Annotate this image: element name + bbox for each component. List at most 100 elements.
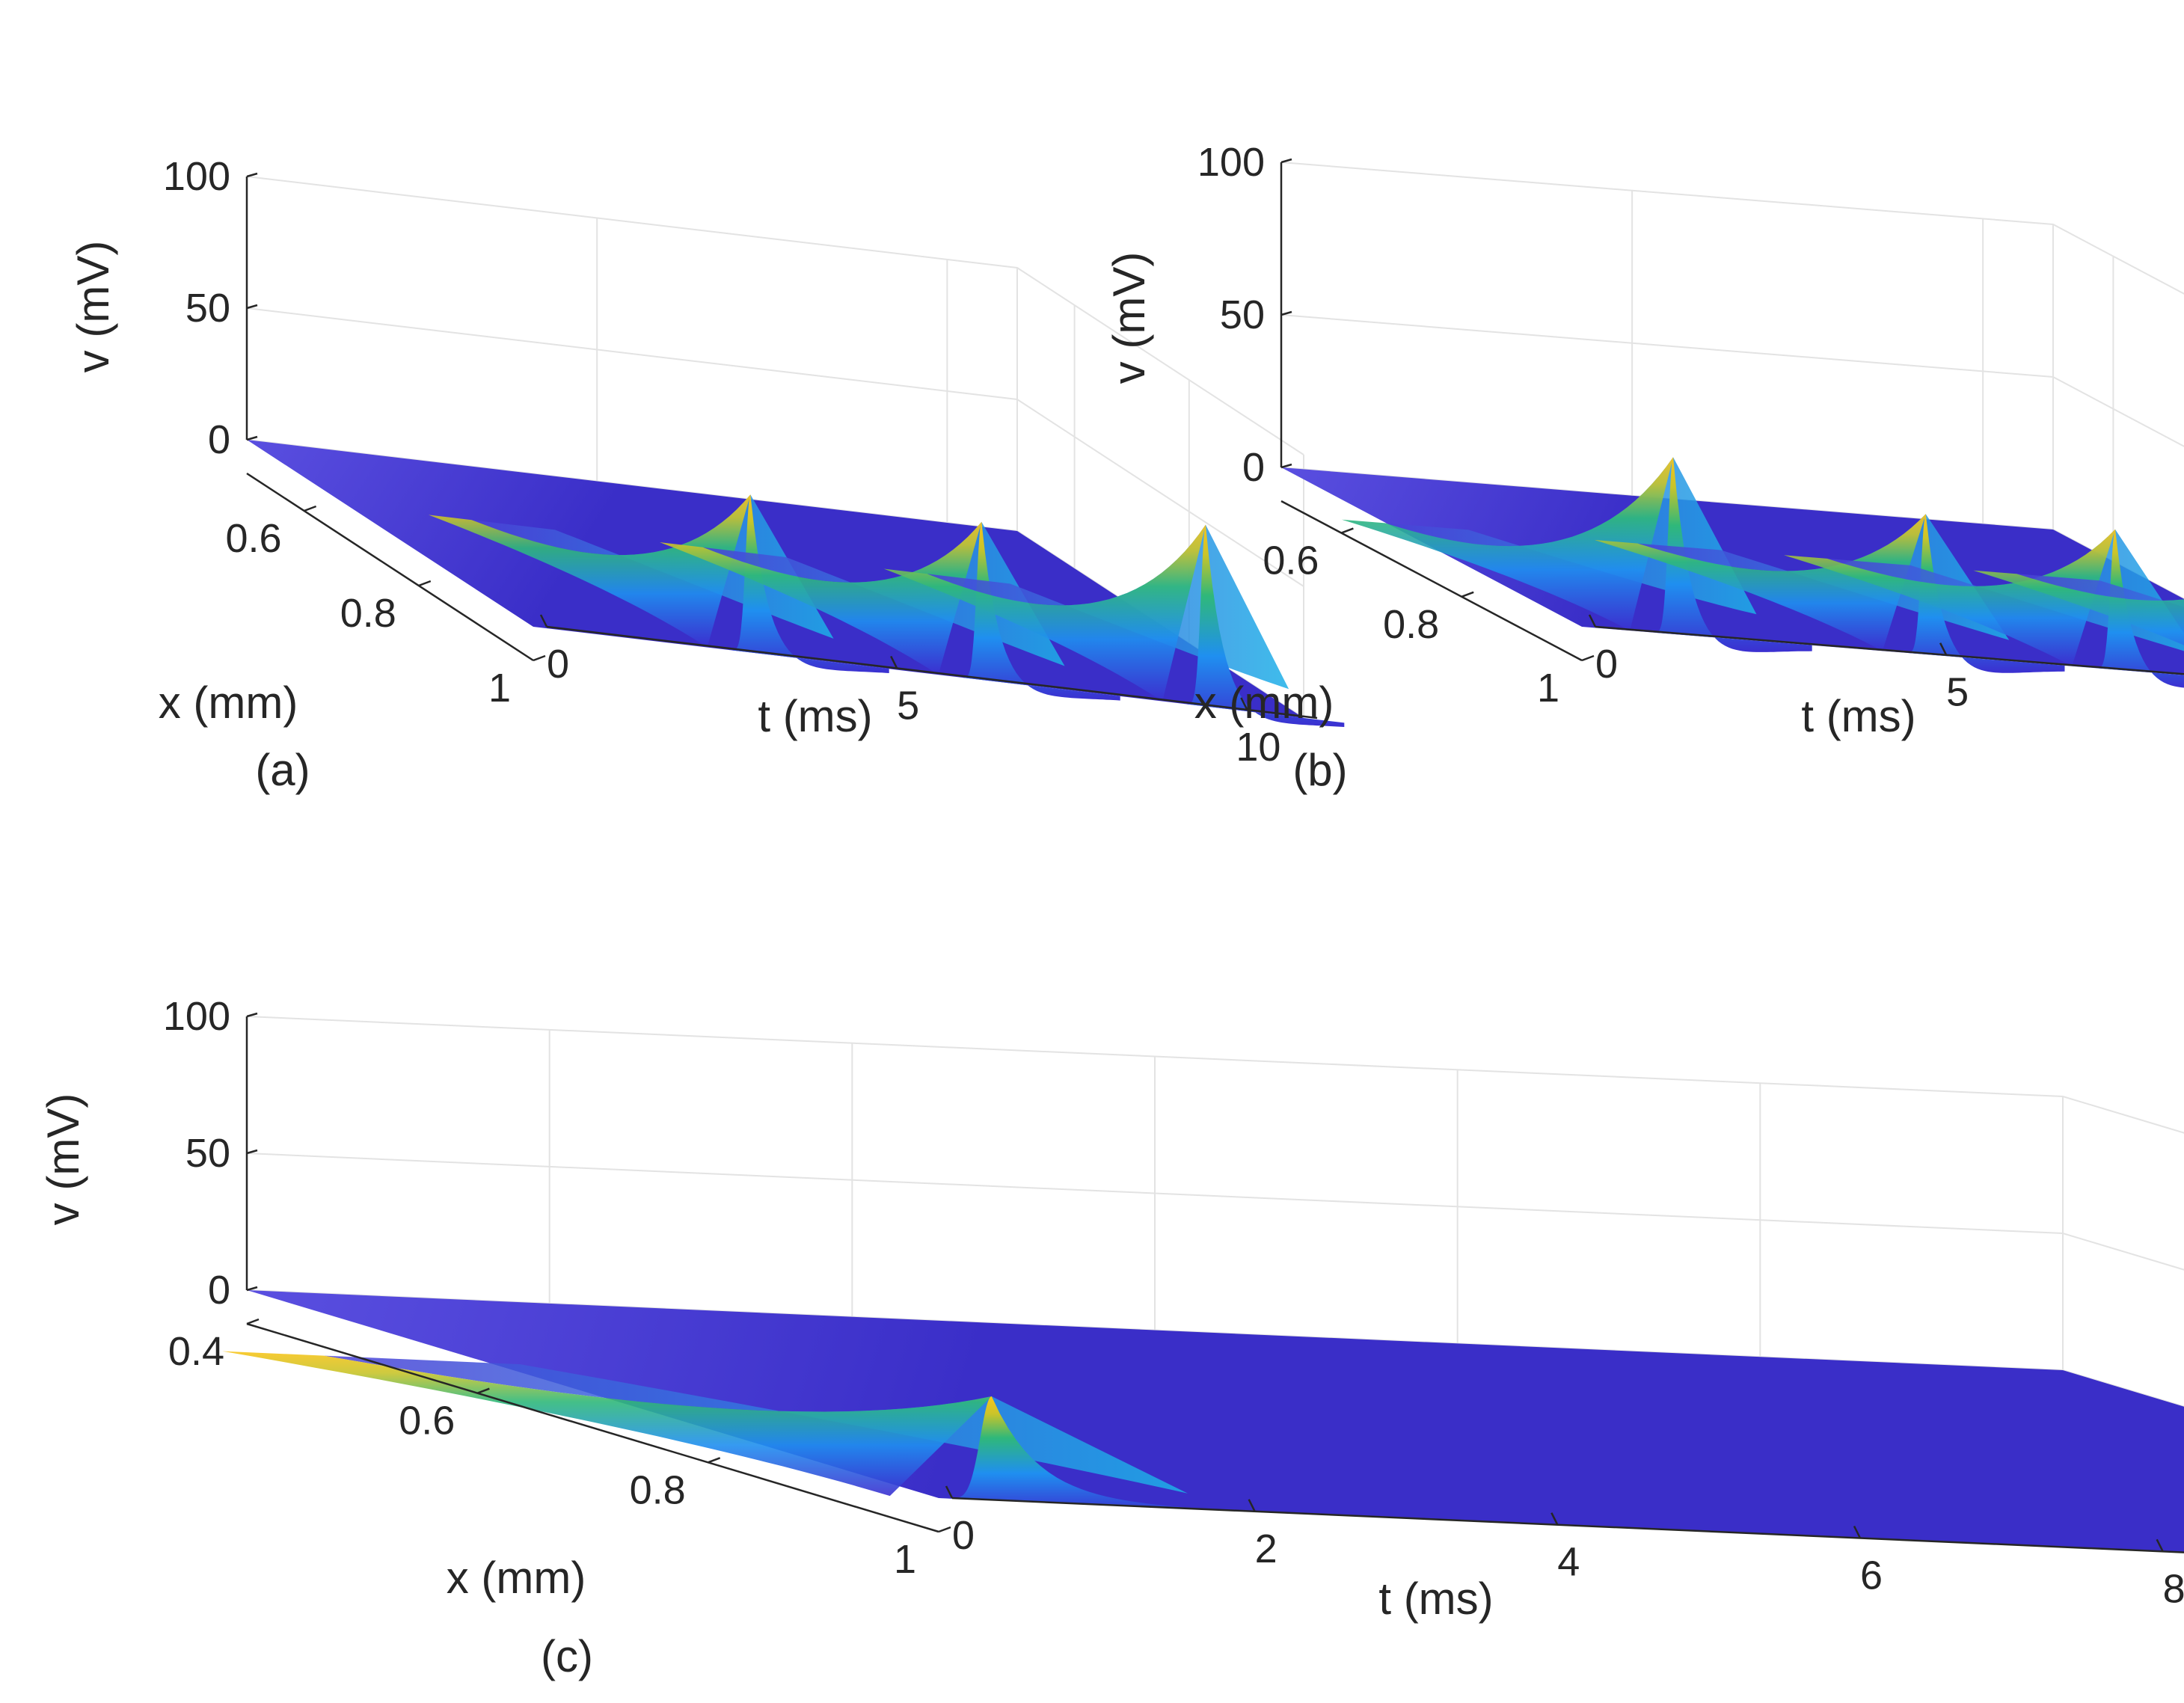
t-tick-1: [1248, 1499, 1256, 1512]
t-tick-2: [1240, 697, 1248, 711]
spike-profile-2: [1184, 524, 1345, 727]
spike-ridge-0: [1384, 457, 1757, 615]
x-tick-label-1: 0.6: [399, 1399, 455, 1443]
x-tick-label-0: 0.4: [168, 1329, 224, 1374]
spike-sweep-1: [1594, 514, 1926, 651]
x-tick-1: [1461, 591, 1474, 598]
spike-profile-0: [1651, 457, 1812, 652]
x-tick-label-3: 1: [894, 1537, 916, 1582]
x-axis-label-b: x (mm): [1194, 678, 1334, 728]
caption-b: (b): [1292, 745, 1347, 795]
t-axis-label-a: t (ms): [758, 691, 872, 741]
v-tick-label-0: 0: [1242, 445, 1265, 490]
x-tick-label-2: 1: [1537, 666, 1559, 711]
t-tick-4: [2156, 1538, 2164, 1552]
x-axis: [1280, 500, 1583, 662]
surface-b: [1281, 457, 2184, 688]
t-tick-label-4: 8: [2163, 1566, 2184, 1611]
t-axis-label-b: t (ms): [1801, 691, 1915, 741]
spike-profile-2: [2093, 529, 2184, 688]
v-axis-label-c: v (mV): [38, 1093, 88, 1226]
spike-sweep-2: [883, 524, 1206, 702]
x-tick-2: [1581, 654, 1595, 662]
t-tick-label-2: 10: [1236, 725, 1280, 770]
t-tick-label-0: 0: [1595, 642, 1618, 687]
spike-ridge-0: [324, 1355, 1188, 1494]
t-tick-3: [1853, 1525, 1862, 1539]
t-tick-label-3: 6: [1860, 1553, 1883, 1598]
x-tick-2: [533, 654, 546, 662]
t-tick-label-0: 0: [547, 642, 569, 687]
v-tick-label-1: 50: [1220, 292, 1265, 337]
t-tick-label-1: 5: [1946, 670, 1969, 715]
t-axis: [1595, 625, 2184, 675]
v-tick-label-1: 50: [185, 1131, 230, 1176]
v-tick-label-0: 0: [208, 1268, 230, 1313]
spike-0: [1342, 457, 1812, 652]
x-axis: [246, 1322, 939, 1533]
x-tick-0: [1340, 527, 1354, 534]
t-tick-label-1: 5: [897, 683, 919, 728]
x-tick-label-0: 0.6: [1263, 538, 1319, 583]
t-tick-0: [539, 614, 548, 627]
spike-sweep-1: [660, 521, 982, 675]
caption-a: (a): [255, 745, 310, 795]
surface-c: [222, 1290, 2184, 1553]
v-tick-label-2: 100: [163, 994, 230, 1039]
grid-line-v-2: [246, 1016, 2184, 1134]
t-tick-2: [1550, 1512, 1559, 1526]
spike-1: [1594, 514, 2065, 673]
x-tick-label-1: 0.8: [1383, 602, 1439, 647]
spike-0: [222, 1351, 1319, 1515]
spike-2: [883, 524, 1345, 727]
v-tick-2: [1280, 158, 1292, 164]
spike-profile-0: [940, 1396, 1319, 1515]
x-tick-1: [476, 1387, 490, 1394]
x-tick-label-1: 0.8: [340, 591, 396, 636]
x-tick-label-0: 0.6: [226, 516, 282, 561]
t-axis: [546, 625, 1318, 719]
v-tick-label-2: 100: [1197, 140, 1265, 185]
x-axis: [246, 472, 534, 662]
t-tick-1: [1939, 642, 1948, 656]
spike-0: [429, 494, 889, 673]
x-tick-3: [938, 1526, 951, 1533]
spike-sweep-0: [222, 1351, 992, 1497]
spike-ridge-3: [2016, 574, 2184, 607]
spike-sweep-2: [1784, 529, 2115, 666]
t-tick-label-0: 0: [952, 1513, 975, 1558]
spike-profile-0: [728, 494, 889, 673]
spike-sweep-3: [1973, 570, 2184, 645]
v-tick-label-0: 0: [208, 417, 230, 462]
v-tick-1: [246, 1149, 258, 1155]
v-tick-1: [1280, 310, 1292, 316]
v-tick-0: [246, 1286, 258, 1292]
x-tick-1: [418, 580, 432, 587]
x-tick-0: [304, 505, 317, 512]
x-axis-label-c: x (mm): [447, 1553, 586, 1603]
spike-profile-1: [1904, 514, 2065, 673]
v-axis-label-a: v (mV): [68, 241, 118, 373]
t-tick-label-1: 2: [1255, 1526, 1277, 1571]
v-tick-label-1: 50: [185, 286, 230, 331]
v-tick-2: [246, 1012, 258, 1018]
spike-sweep-0: [1342, 457, 1673, 631]
t-tick-0: [945, 1485, 954, 1499]
caption-c: (c): [541, 1631, 593, 1681]
v-axis-label-b: v (mV): [1104, 252, 1154, 384]
spike-1: [660, 521, 1120, 701]
spike-profile-1: [960, 521, 1120, 701]
x-tick-0: [246, 1318, 260, 1325]
x-tick-2: [708, 1457, 721, 1464]
t-tick-label-2: 4: [1557, 1540, 1580, 1585]
t-tick-0: [1588, 614, 1597, 627]
v-tick-2: [246, 172, 258, 178]
x-axis-label-a: x (mm): [159, 678, 298, 728]
v-tick-0: [1280, 463, 1292, 469]
